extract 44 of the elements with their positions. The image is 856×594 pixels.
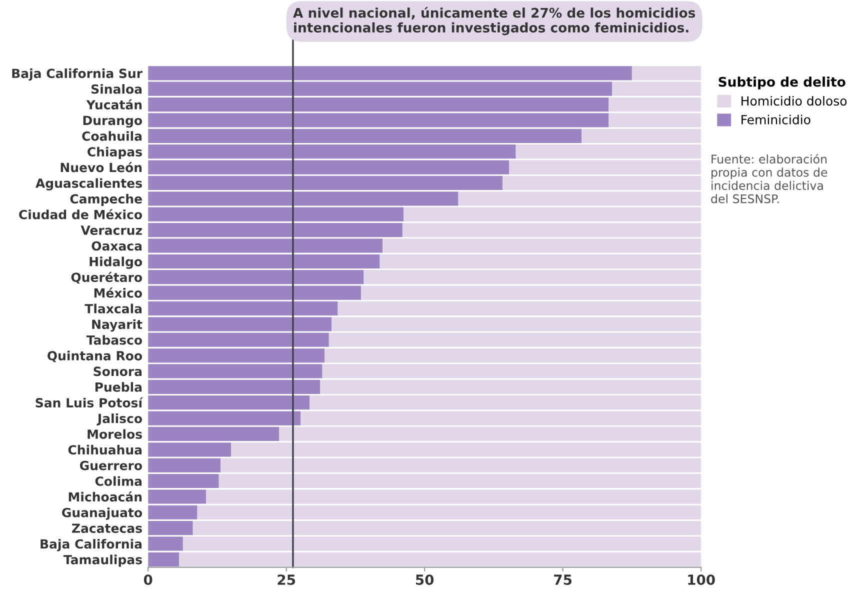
y-tick-label: Baja California	[40, 538, 142, 552]
y-tick-label: Aguascalientes	[36, 178, 142, 190]
bar	[632, 66, 702, 80]
y-tick-label: Querétaro	[71, 272, 142, 284]
source-note: Fuente: elaboración propia con datos de incidencia delictiva del SESNSP.	[711, 154, 828, 204]
x-tick-label: 25	[278, 574, 296, 585]
y-tick-label: Michoacán	[68, 491, 142, 502]
x-tick-label: 75	[554, 574, 572, 585]
ref-line-label: A nivel nacional, únicamente el 27% de los homicidios intencionales fueron investigados como feminicidios.	[293, 7, 696, 36]
y-tick-label: Yucatán	[86, 99, 142, 110]
y-tick-label: Colima	[95, 476, 142, 486]
legend-label: Feminicidio	[742, 114, 810, 124]
y-tick-label: Campeche	[70, 194, 142, 206]
y-tick-label: Zacatecas	[72, 524, 142, 533]
bar	[148, 66, 632, 80]
y-tick-label: Veracruz	[80, 226, 142, 235]
y-tick-label: Coahuila	[82, 131, 142, 141]
y-tick-label: Nayarit	[92, 319, 142, 332]
x-tick-label: 100	[688, 574, 715, 585]
y-tick-label: Tabasco	[86, 335, 142, 345]
y-tick-label: Jalisco	[96, 414, 142, 426]
y-tick-label: San Luis Potosí	[36, 397, 144, 408]
y-tick-label: Chihuahua	[68, 444, 142, 455]
y-tick-label: Ciudad de México	[19, 209, 142, 220]
y-tick-label: Baja California Sur	[12, 68, 142, 81]
y-tick-label: Sonora	[94, 366, 142, 376]
legend-title: Subtipo de delito	[718, 76, 846, 90]
y-tick-label: Guerrero	[80, 460, 142, 470]
y-tick-label: Tlaxcala	[84, 304, 142, 314]
y-tick-label: México	[94, 288, 142, 298]
y-tick-label: Puebla	[95, 382, 142, 392]
y-tick-label: Hidalgo	[90, 256, 142, 269]
y-tick-label: Guanajuato	[62, 508, 142, 520]
y-tick-label: Tamaulipas	[63, 554, 142, 567]
y-tick-label: Morelos	[88, 429, 142, 439]
y-tick-label: Oaxaca	[92, 241, 142, 251]
x-tick-label: 50	[416, 574, 434, 585]
y-tick-label: Durango	[83, 116, 142, 128]
legend-label: Homicidio doloso	[742, 96, 847, 106]
x-tick-label: 0	[144, 574, 152, 585]
y-tick-label: Nuevo León	[60, 162, 142, 172]
y-tick-label: Quintana Roo	[48, 350, 142, 362]
y-tick-label: Sinaloa	[92, 84, 142, 94]
y-tick-label: Chiapas	[88, 146, 142, 159]
